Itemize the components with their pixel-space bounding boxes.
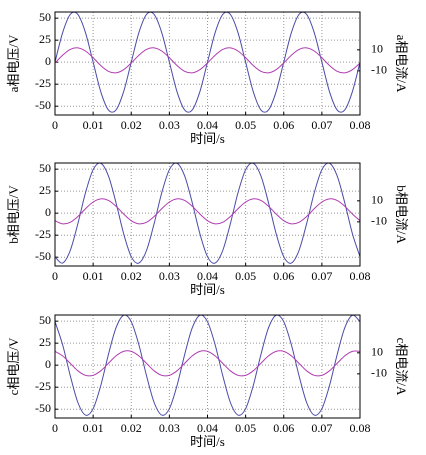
x-tick-label: 0.03 [159,269,180,283]
y2-tick-label: -10 [371,214,387,228]
y2-axis-label: b相电流/A [394,185,409,244]
y-tick-label: 0 [45,54,51,68]
y-tick-label: -50 [35,98,51,112]
y-tick-label: 50 [39,10,51,24]
x-tick-label: 0.02 [121,118,142,132]
data-line [54,11,361,113]
data-line [54,198,361,225]
x-tick-label: 0.05 [235,421,256,435]
x-tick-label: 0.07 [311,269,332,283]
plot-frame [54,314,361,419]
x-tick-label: 0.03 [159,421,180,435]
x-tick-label: 0.08 [350,421,371,435]
y-tick-label: 25 [39,32,51,46]
y-tick-label: 0 [45,357,51,371]
plot-frame [54,11,361,116]
x-tick-label: 0.07 [311,118,332,132]
x-tick-label: 0.01 [83,421,104,435]
x-tick-label: 0.02 [121,269,142,283]
y-tick-label: -25 [35,227,51,241]
y-tick-label: 50 [39,161,51,175]
y-tick-label: 50 [39,313,51,327]
y2-tick-label: 10 [371,345,383,359]
x-tick-label: 0 [52,118,58,132]
y-tick-label: 0 [45,205,51,219]
y2-tick-label: -10 [371,63,387,77]
y-tick-label: -25 [35,76,51,90]
y2-tick-label: -10 [371,366,387,380]
x-tick-label: 0.04 [197,421,218,435]
y2-axis-label: a相电流/A [394,35,409,93]
y-tick-label: 25 [39,183,51,197]
x-tick-label: 0.08 [350,269,371,283]
x-tick-label: 0.06 [273,269,294,283]
x-tick-label: 0.04 [197,118,218,132]
y2-tick-label: 10 [371,193,383,207]
y-tick-label: -50 [35,401,51,415]
y-axis-label: b相电压/V [6,185,21,244]
x-tick-label: 0.08 [350,118,371,132]
y-axis-label: a相电压/V [6,34,21,92]
y-tick-label: 25 [39,335,51,349]
x-tick-label: 0 [52,421,58,435]
x-tick-label: 0.04 [197,269,218,283]
x-axis-label: 时间/s [190,434,225,449]
y-tick-label: -25 [35,379,51,393]
x-axis-label: 时间/s [190,131,225,146]
x-tick-label: 0.01 [83,269,104,283]
x-tick-label: 0.03 [159,118,180,132]
x-tick-label: 0 [52,269,58,283]
x-axis-label: 时间/s [190,282,225,297]
x-tick-label: 0.02 [121,421,142,435]
x-tick-label: 0.06 [273,118,294,132]
y-axis-label: c相电压/V [6,337,21,395]
plot-frame [54,162,361,267]
y-tick-label: -50 [35,249,51,263]
data-line [54,350,361,377]
x-tick-label: 0.05 [235,118,256,132]
x-tick-label: 0.06 [273,421,294,435]
y2-axis-label: c相电流/A [394,338,409,396]
data-line [54,47,361,74]
data-line [54,314,361,416]
x-tick-label: 0.01 [83,118,104,132]
y2-tick-label: 10 [371,42,383,56]
x-tick-label: 0.05 [235,269,256,283]
x-tick-label: 0.07 [311,421,332,435]
